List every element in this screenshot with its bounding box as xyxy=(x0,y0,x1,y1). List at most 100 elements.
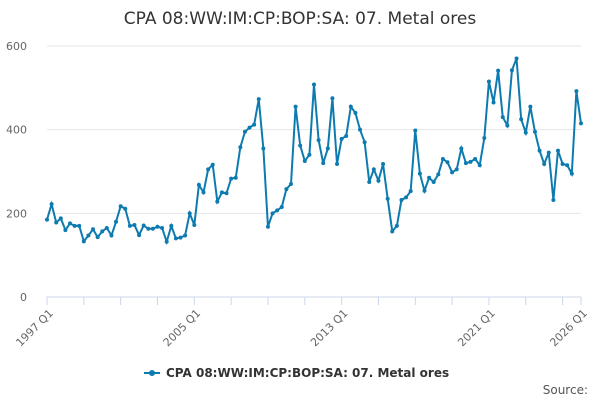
data-point xyxy=(358,127,363,132)
data-point xyxy=(127,223,132,228)
data-point xyxy=(491,100,496,105)
data-point xyxy=(187,211,192,216)
data-point xyxy=(473,156,478,161)
data-point xyxy=(123,206,128,211)
data-point xyxy=(86,233,91,238)
data-point xyxy=(519,117,524,122)
data-point xyxy=(91,227,96,232)
data-point xyxy=(114,219,119,224)
data-point xyxy=(579,121,583,126)
data-point xyxy=(523,130,528,135)
data-point xyxy=(417,171,422,176)
data-point xyxy=(376,178,381,183)
data-point xyxy=(54,220,59,225)
data-point xyxy=(284,187,289,192)
data-point xyxy=(353,110,358,115)
data-point xyxy=(312,82,316,87)
data-point xyxy=(565,163,570,168)
x-tick-label: 2021 Q1 xyxy=(455,307,498,350)
data-point xyxy=(509,68,514,73)
data-point xyxy=(348,104,353,109)
y-tick-label: 600 xyxy=(6,40,27,53)
data-point xyxy=(169,223,174,228)
data-point xyxy=(440,156,445,161)
data-point xyxy=(339,136,344,141)
data-point xyxy=(569,171,574,176)
data-point xyxy=(542,161,547,166)
data-point xyxy=(450,170,455,175)
data-point xyxy=(321,161,326,166)
x-tick-label: 2013 Q1 xyxy=(308,307,351,350)
data-point xyxy=(109,233,114,238)
data-point xyxy=(482,136,487,141)
data-point xyxy=(362,140,367,145)
data-point xyxy=(477,163,482,168)
data-point xyxy=(344,133,349,138)
data-point xyxy=(307,152,312,157)
data-point xyxy=(77,223,82,228)
data-point xyxy=(371,167,376,172)
data-point xyxy=(427,175,432,180)
data-point xyxy=(551,197,556,202)
data-point xyxy=(335,161,340,166)
data-point xyxy=(155,224,160,229)
legend-label: CPA 08:WW:IM:CP:BOP:SA: 07. Metal ores xyxy=(166,366,449,380)
y-tick-label: 0 xyxy=(20,291,27,304)
data-point xyxy=(279,205,284,210)
data-point xyxy=(196,182,201,187)
data-point xyxy=(183,233,188,238)
data-point xyxy=(431,179,436,184)
x-tick-label: 1997 Q1 xyxy=(13,307,56,350)
data-point xyxy=(224,191,229,196)
data-point xyxy=(486,79,491,84)
data-point xyxy=(505,123,510,128)
y-tick-label: 400 xyxy=(6,124,27,137)
data-point xyxy=(81,239,86,244)
data-point xyxy=(381,161,386,166)
data-point xyxy=(164,239,169,244)
data-point xyxy=(422,188,427,193)
data-point xyxy=(192,223,197,228)
data-point xyxy=(68,221,73,226)
data-point xyxy=(555,148,560,153)
data-point xyxy=(141,223,146,228)
data-point xyxy=(100,229,105,234)
data-point xyxy=(408,189,413,194)
data-point xyxy=(496,68,501,73)
data-point xyxy=(275,208,280,213)
data-point xyxy=(413,128,418,133)
data-point xyxy=(104,225,109,230)
data-point xyxy=(316,138,321,143)
data-point xyxy=(394,223,399,228)
data-point xyxy=(574,89,579,94)
data-point xyxy=(206,167,211,172)
data-point xyxy=(242,129,247,134)
data-point xyxy=(302,159,307,164)
data-point xyxy=(459,146,464,151)
source: Source: xyxy=(543,383,588,397)
data-point xyxy=(454,167,459,172)
data-point xyxy=(528,104,533,109)
data-point xyxy=(72,223,77,228)
chart-title: CPA 08:WW:IM:CP:BOP:SA: 07. Metal ores xyxy=(124,9,477,29)
data-point xyxy=(146,226,151,231)
data-point xyxy=(132,223,137,228)
x-tick-label: 2005 Q1 xyxy=(161,307,204,350)
data-point xyxy=(201,190,206,195)
y-tick-label: 200 xyxy=(6,207,27,220)
data-point xyxy=(45,217,49,222)
data-point xyxy=(261,146,266,151)
data-point xyxy=(265,224,270,229)
data-point xyxy=(546,150,551,155)
data-point xyxy=(367,179,372,184)
data-point xyxy=(298,143,303,148)
data-point xyxy=(270,211,275,216)
x-tick-label: 2026 Q1 xyxy=(547,307,590,350)
data-point xyxy=(330,96,335,101)
data-point xyxy=(229,176,234,181)
data-point xyxy=(500,115,505,120)
data-point xyxy=(385,196,390,201)
data-point xyxy=(468,159,473,164)
data-point xyxy=(95,235,100,240)
